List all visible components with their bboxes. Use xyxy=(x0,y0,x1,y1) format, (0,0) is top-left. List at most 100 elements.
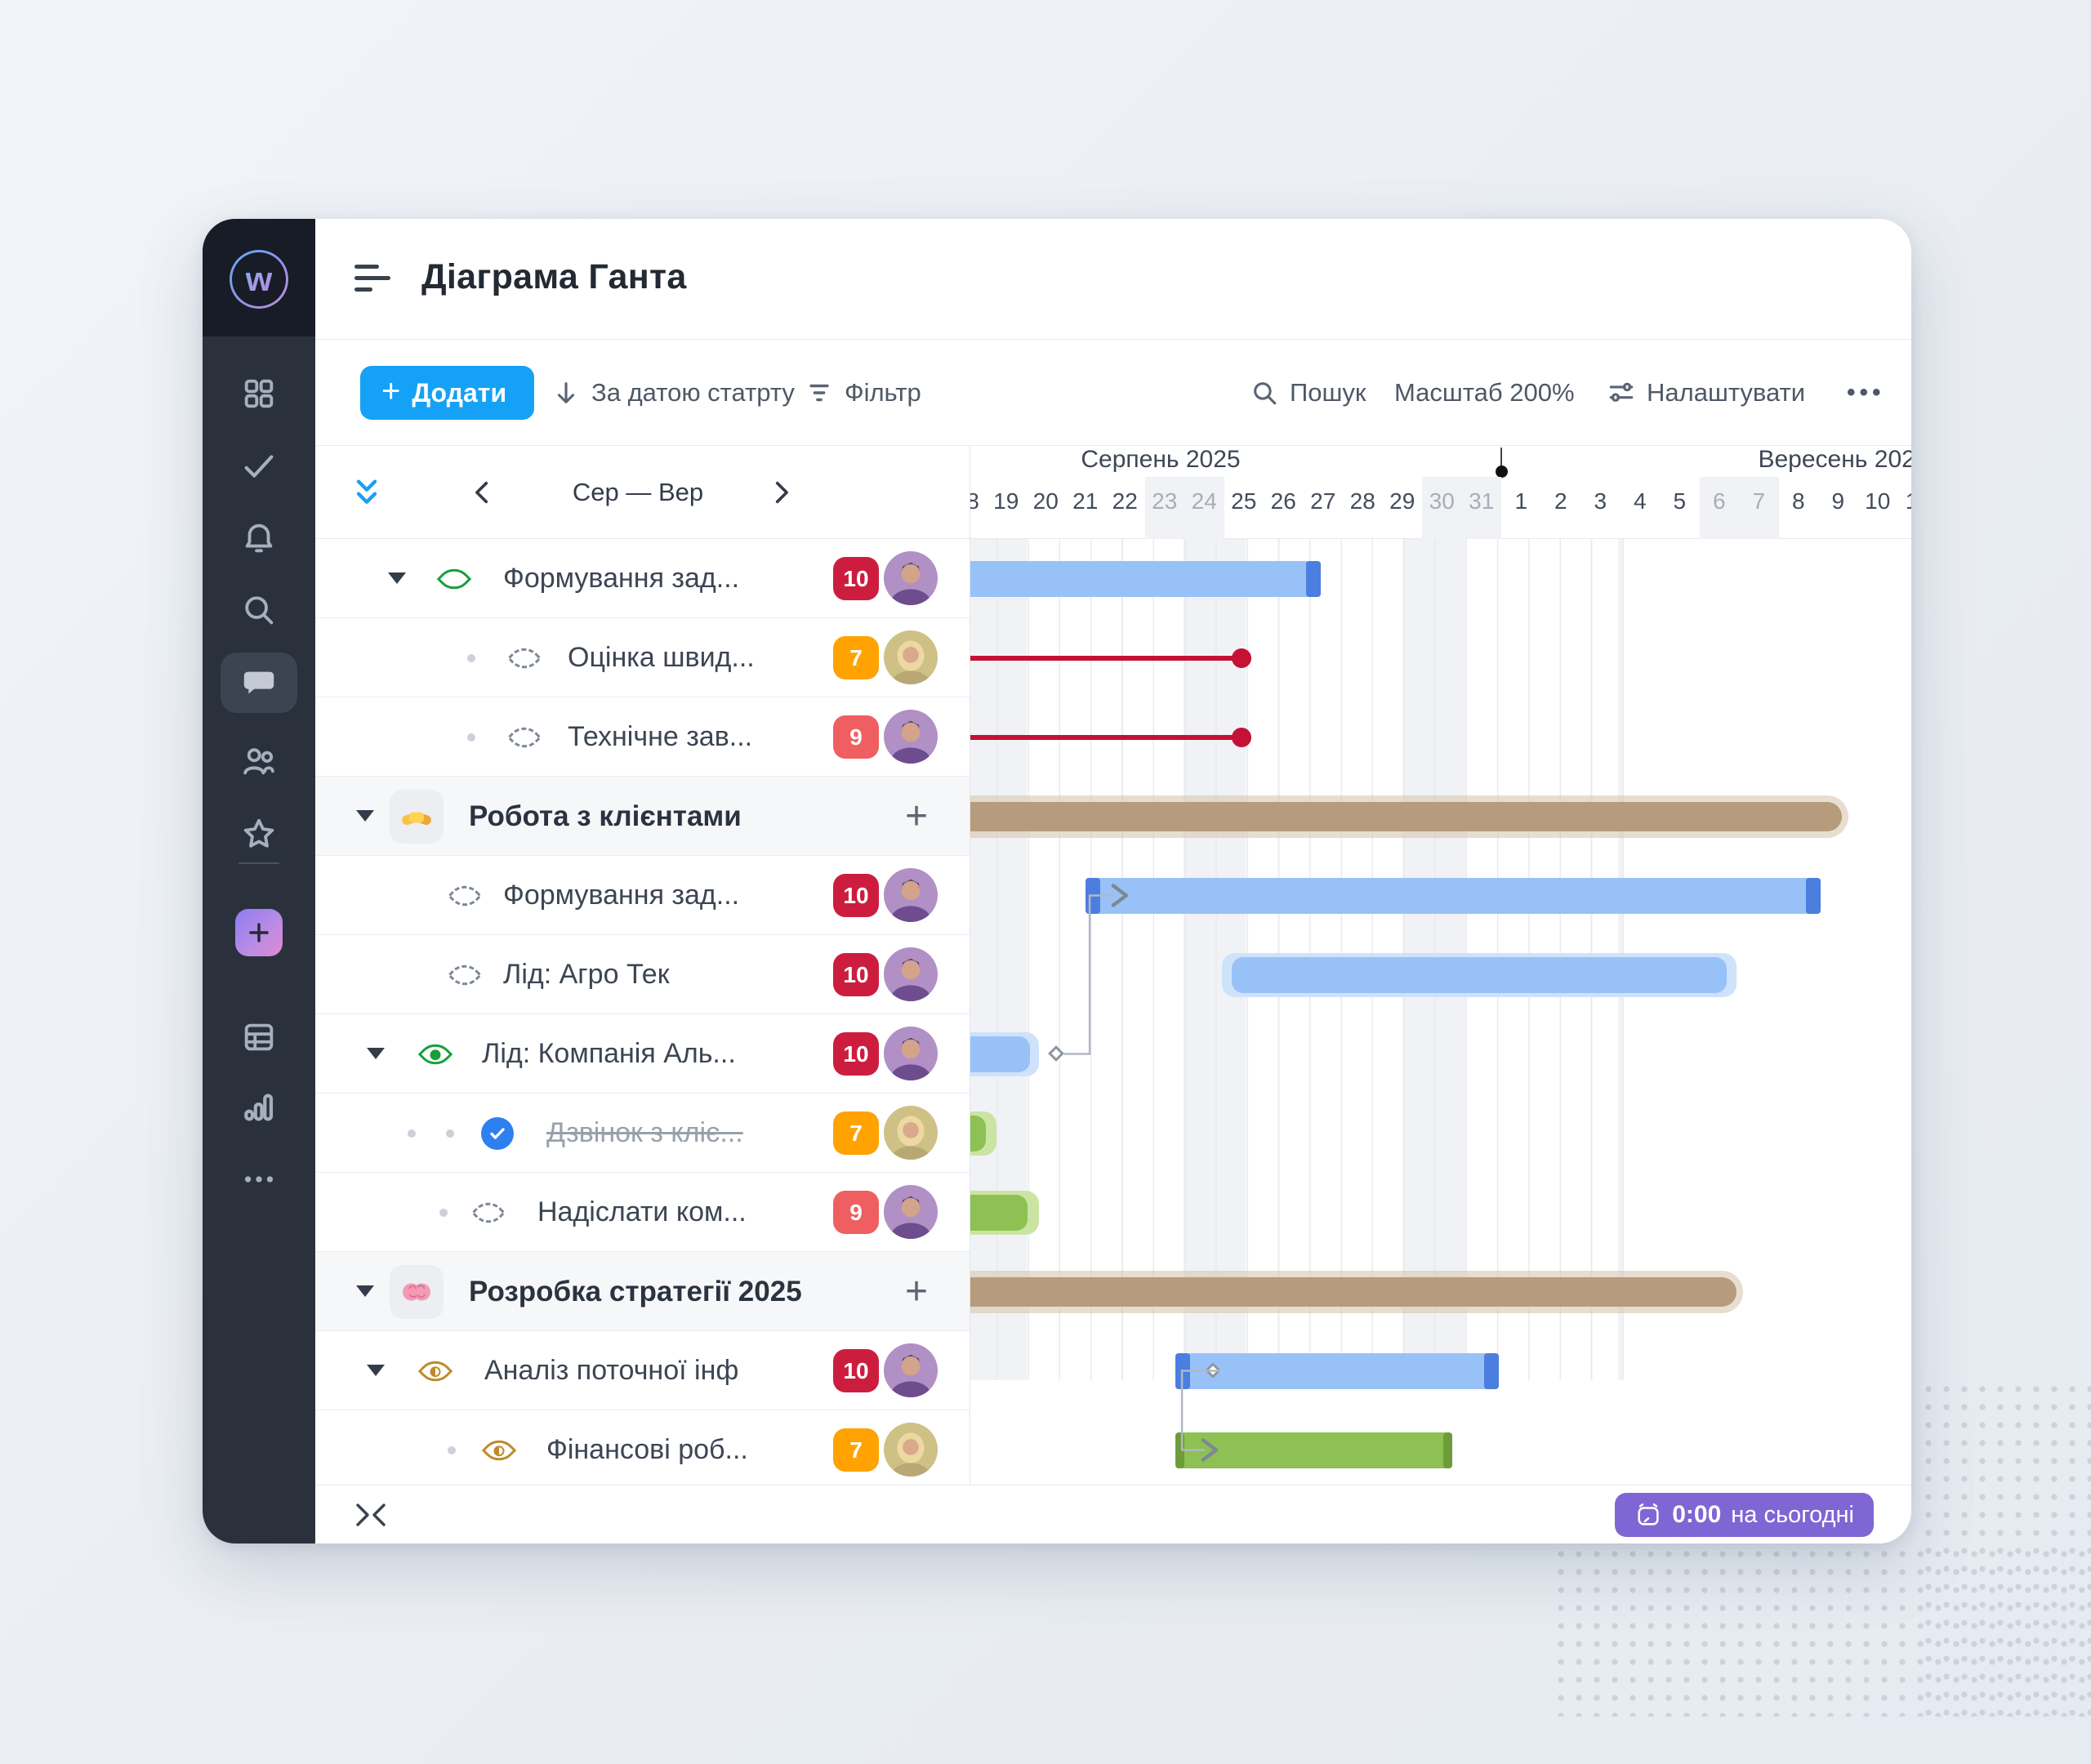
day-number: 22 xyxy=(1112,488,1138,514)
task-label: Лід: Агро Тек xyxy=(503,959,670,990)
filter-button[interactable]: Фільтр xyxy=(805,340,921,446)
bar-end-cap[interactable] xyxy=(1805,877,1821,914)
panel-header: Сер — Вер xyxy=(315,446,970,539)
caret-down-icon[interactable] xyxy=(367,1365,385,1376)
status-none-icon xyxy=(470,1195,506,1231)
apps-icon xyxy=(240,375,278,412)
day-number: 8 xyxy=(1791,488,1805,514)
day-cell-weekend: 23 xyxy=(1144,477,1184,539)
page-title: Діаграма Ганта xyxy=(421,257,687,296)
table-icon xyxy=(240,1018,278,1056)
bar-end-cap[interactable] xyxy=(1442,1432,1452,1468)
task-row[interactable]: Лід: Агро Тек 10 xyxy=(315,935,970,1014)
status-none-icon xyxy=(506,640,542,676)
sidebar-item-search[interactable] xyxy=(203,581,315,639)
sidebar-item-star[interactable] xyxy=(203,804,315,863)
sidebar-item-notifications[interactable] xyxy=(203,509,315,568)
caret-down-icon[interactable] xyxy=(388,572,406,584)
zoom-level-button[interactable]: Масштаб 200% xyxy=(1394,378,1575,407)
status-waiting-icon xyxy=(417,1353,453,1389)
day-number: 19 xyxy=(993,488,1019,514)
group-summary-bar[interactable] xyxy=(970,801,1843,831)
add-task-to-group-button[interactable]: + xyxy=(904,1269,929,1313)
search-button[interactable]: Пошук xyxy=(1251,340,1366,446)
sort-button[interactable]: За датою статрту xyxy=(552,340,795,446)
day-number: 9 xyxy=(1831,488,1845,514)
status-none-icon xyxy=(447,878,483,914)
task-row[interactable]: Дзвінок з кліє... 7 xyxy=(315,1094,970,1173)
caret-down-icon[interactable] xyxy=(356,1285,374,1297)
add-task-to-group-button[interactable]: + xyxy=(904,794,929,838)
caret-down-icon[interactable] xyxy=(367,1048,385,1059)
group-row[interactable]: Робота з клієнтами + xyxy=(315,777,970,856)
task-bar[interactable] xyxy=(1231,956,1727,993)
day-number: 5 xyxy=(1673,488,1687,514)
comments-badge: 9 xyxy=(833,715,879,759)
app-window: Діаграма Ганта + Додати За датою статрту… xyxy=(203,219,1911,1544)
bar-start-cap[interactable] xyxy=(1085,877,1100,914)
task-bar[interactable] xyxy=(970,1194,1028,1231)
task-bar[interactable] xyxy=(1085,877,1821,914)
expand-all-button[interactable] xyxy=(346,472,387,513)
menu-icon[interactable] xyxy=(354,265,390,294)
day-number: 27 xyxy=(1310,488,1336,514)
day-cell: 8 xyxy=(1779,477,1819,539)
bar-end-cap[interactable] xyxy=(1484,1352,1500,1389)
day-cell: 27 xyxy=(1304,477,1344,539)
time-today-badge[interactable]: 0:00 на сьогодні xyxy=(1615,1493,1874,1537)
task-row[interactable]: Технічне зав... 9 xyxy=(315,697,970,777)
comments-badge: 10 xyxy=(833,557,879,600)
status-done-icon[interactable] xyxy=(481,1117,514,1150)
task-label: Формування зад... xyxy=(503,563,740,594)
overdue-line xyxy=(970,655,1242,661)
sidebar-item-table[interactable] xyxy=(203,1008,315,1067)
bar-end-cap[interactable] xyxy=(1305,560,1321,597)
comments-badge: 10 xyxy=(833,1032,879,1076)
task-row[interactable]: Надіслати ком... 9 xyxy=(315,1173,970,1252)
day-cell: 3 xyxy=(1581,477,1621,539)
sidebar-item-more[interactable] xyxy=(203,1150,315,1209)
task-label: Аналіз поточної інф xyxy=(484,1355,739,1386)
app-logo[interactable]: w xyxy=(230,250,288,309)
task-row[interactable]: Формування зад... 10 xyxy=(315,539,970,618)
prev-period-button[interactable] xyxy=(462,472,503,513)
more-options-button[interactable]: ••• xyxy=(1847,379,1885,406)
sidebar-item-chat[interactable] xyxy=(203,653,315,713)
sidebar-divider xyxy=(239,862,279,864)
bar-start-cap[interactable] xyxy=(1175,1352,1190,1389)
settings-button[interactable]: Налаштувати xyxy=(1607,340,1805,446)
task-row[interactable]: Лід: Компанія Аль... 10 xyxy=(315,1014,970,1094)
task-row[interactable]: Аналіз поточної інф 10 xyxy=(315,1331,970,1410)
collapse-panel-button[interactable] xyxy=(353,1499,389,1531)
day-cell: 21 xyxy=(1066,477,1106,539)
day-cell: 1 xyxy=(1501,477,1541,539)
search-icon xyxy=(1254,382,1277,405)
task-label: Фінансові роб... xyxy=(546,1434,748,1465)
add-task-button[interactable]: + Додати xyxy=(360,366,535,420)
time-value: 0:00 xyxy=(1672,1501,1722,1528)
task-bar[interactable] xyxy=(970,1115,986,1152)
day-cell: 9 xyxy=(1818,477,1858,539)
task-row[interactable]: Фінансові роб... 7 xyxy=(315,1410,970,1485)
day-number: 1 xyxy=(1514,488,1528,514)
task-row[interactable]: Формування зад... 10 xyxy=(315,856,970,935)
task-bar[interactable] xyxy=(970,560,1321,597)
task-row[interactable]: Оцінка швид... 7 xyxy=(315,618,970,697)
day-cell: 20 xyxy=(1026,477,1066,539)
sidebar-item-users[interactable] xyxy=(203,732,315,791)
task-bar[interactable] xyxy=(1175,1432,1452,1468)
next-period-button[interactable] xyxy=(760,472,801,513)
group-summary-bar[interactable] xyxy=(970,1276,1737,1307)
group-row[interactable]: Розробка стратегії 2025 + xyxy=(315,1252,970,1331)
status-none-icon xyxy=(447,957,483,993)
task-bar[interactable] xyxy=(1175,1352,1500,1389)
nesting-dot xyxy=(446,1129,454,1138)
caret-down-icon[interactable] xyxy=(356,810,374,822)
sidebar-item-tasks[interactable] xyxy=(203,437,315,496)
sidebar-item-apps[interactable] xyxy=(203,364,315,423)
month-label-september: Вересень 2025 xyxy=(1758,446,1911,473)
task-bar[interactable] xyxy=(970,1036,1030,1072)
sidebar-item-report[interactable] xyxy=(203,1078,315,1137)
bar-start-cap[interactable] xyxy=(1175,1432,1184,1468)
sidebar-add-button[interactable] xyxy=(235,909,283,956)
